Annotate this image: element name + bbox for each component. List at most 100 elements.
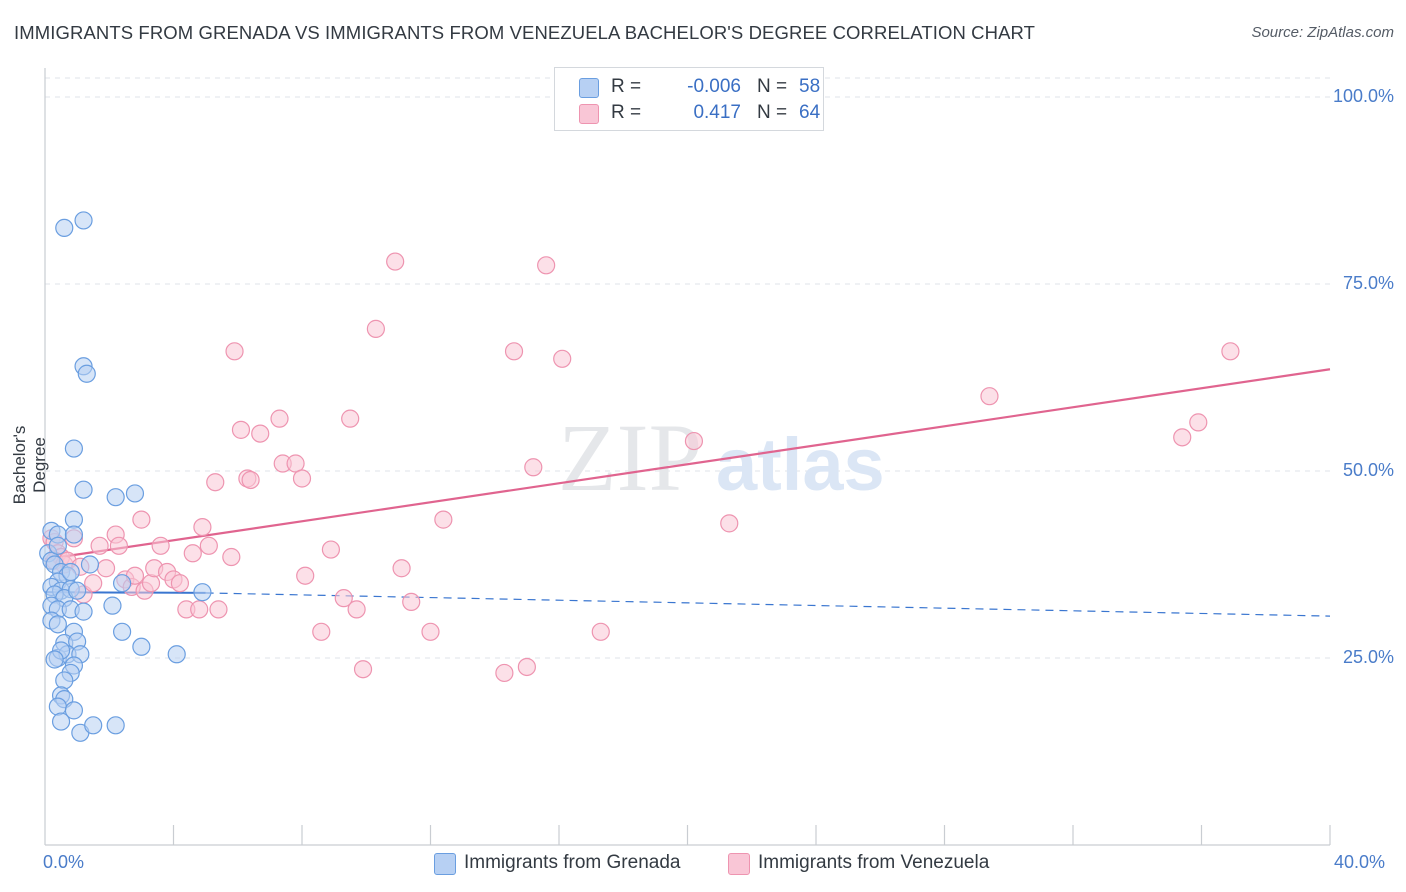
- y-axis-label: Bachelor's Degree: [10, 425, 49, 505]
- point-venezuela: [591, 622, 610, 641]
- legend-r-value: -0.006: [687, 76, 741, 97]
- point-venezuela: [292, 469, 312, 488]
- point-grenada: [77, 364, 96, 383]
- point-venezuela: [109, 536, 128, 555]
- point-venezuela: [286, 454, 305, 473]
- y-tick-label: 100.0%: [1332, 86, 1394, 106]
- point-venezuela: [251, 424, 270, 443]
- point-grenada: [167, 645, 186, 664]
- point-venezuela: [421, 622, 440, 641]
- point-venezuela: [321, 540, 341, 559]
- x-tick-min: 0.0%: [43, 852, 85, 872]
- point-venezuela: [209, 600, 228, 619]
- y-tick-label: 25.0%: [1342, 647, 1394, 667]
- point-grenada: [125, 484, 145, 503]
- point-venezuela: [434, 510, 453, 529]
- point-grenada: [112, 574, 132, 593]
- legend-r-value: 0.417: [693, 102, 741, 123]
- point-venezuela: [684, 431, 704, 451]
- legend-swatch-venezuela: [579, 104, 599, 124]
- legend-n-value: 64: [799, 102, 821, 123]
- y-tick-label: 75.0%: [1342, 273, 1394, 293]
- point-venezuela: [151, 536, 170, 555]
- point-venezuela: [1189, 413, 1208, 432]
- watermark-atlas: atlas: [716, 423, 885, 506]
- point-venezuela: [386, 252, 405, 271]
- point-venezuela: [225, 342, 244, 361]
- trend-line-grenada-extended: [205, 592, 1331, 617]
- axes: [44, 68, 1331, 846]
- point-venezuela: [296, 566, 315, 585]
- point-grenada: [51, 712, 71, 731]
- point-venezuela: [553, 349, 572, 368]
- grid: [45, 77, 1330, 659]
- point-venezuela: [341, 409, 360, 428]
- point-venezuela: [183, 544, 202, 563]
- correlation-legend: R = -0.006 N = 58 R = 0.417 N = 64: [554, 67, 824, 131]
- point-grenada: [106, 488, 125, 507]
- legend-r-label: R =: [611, 102, 642, 123]
- x-tick-max: 40.0%: [1334, 852, 1386, 872]
- data-points: [39, 211, 1240, 742]
- point-venezuela: [334, 589, 353, 608]
- legend-swatch-grenada: [579, 78, 599, 98]
- point-venezuela: [720, 514, 739, 533]
- source-label: Source: ZipAtlas.com: [1251, 24, 1394, 41]
- point-grenada: [55, 218, 74, 237]
- legend-swatch-venezuela: [728, 853, 750, 875]
- point-venezuela: [193, 517, 212, 537]
- point-grenada: [132, 637, 151, 656]
- point-venezuela: [366, 319, 385, 338]
- point-grenada: [45, 650, 64, 669]
- point-grenada: [112, 622, 132, 641]
- point-venezuela: [524, 458, 543, 477]
- point-grenada: [84, 716, 103, 735]
- point-venezuela: [495, 663, 514, 683]
- point-venezuela: [231, 420, 251, 439]
- watermark-zip: ZIP: [558, 404, 702, 511]
- point-venezuela: [84, 574, 103, 593]
- point-grenada: [61, 562, 80, 582]
- point-grenada: [74, 480, 93, 499]
- point-grenada: [48, 536, 67, 555]
- legend-label-venezuela: Immigrants from Venezuela: [758, 852, 990, 873]
- point-venezuela: [504, 342, 524, 361]
- point-venezuela: [980, 387, 999, 406]
- point-venezuela: [170, 574, 190, 593]
- point-venezuela: [402, 592, 421, 612]
- point-grenada: [64, 439, 84, 458]
- point-venezuela: [1173, 428, 1192, 447]
- point-grenada: [64, 701, 84, 720]
- point-grenada: [74, 602, 93, 621]
- point-venezuela: [199, 536, 218, 555]
- point-venezuela: [132, 510, 151, 529]
- point-venezuela: [96, 559, 116, 578]
- point-grenada: [55, 671, 74, 690]
- point-venezuela: [347, 600, 366, 619]
- point-venezuela: [312, 622, 331, 641]
- series-legend: Immigrants from Grenada Immigrants from …: [0, 852, 1406, 878]
- point-venezuela: [353, 660, 373, 679]
- point-venezuela: [206, 473, 225, 492]
- y-tick-label: 50.0%: [1342, 460, 1394, 480]
- point-venezuela: [190, 600, 209, 619]
- point-grenada: [48, 697, 67, 716]
- point-venezuela: [270, 409, 289, 428]
- legend-n-label: N =: [757, 102, 788, 123]
- point-grenada: [64, 525, 84, 544]
- point-grenada: [103, 596, 122, 615]
- legend-swatch-grenada: [434, 853, 456, 875]
- trend-line-venezuela: [44, 368, 1331, 561]
- watermark: ZIP atlas: [558, 404, 885, 511]
- legend-label-grenada: Immigrants from Grenada: [464, 852, 681, 873]
- legend-r-label: R =: [611, 76, 642, 97]
- point-venezuela: [222, 547, 241, 567]
- point-venezuela: [392, 559, 411, 578]
- point-venezuela: [1221, 342, 1240, 361]
- point-grenada: [193, 583, 212, 602]
- point-venezuela: [517, 657, 536, 677]
- point-grenada: [48, 615, 67, 634]
- legend-n-value: 58: [799, 76, 821, 97]
- legend-n-label: N =: [757, 76, 788, 97]
